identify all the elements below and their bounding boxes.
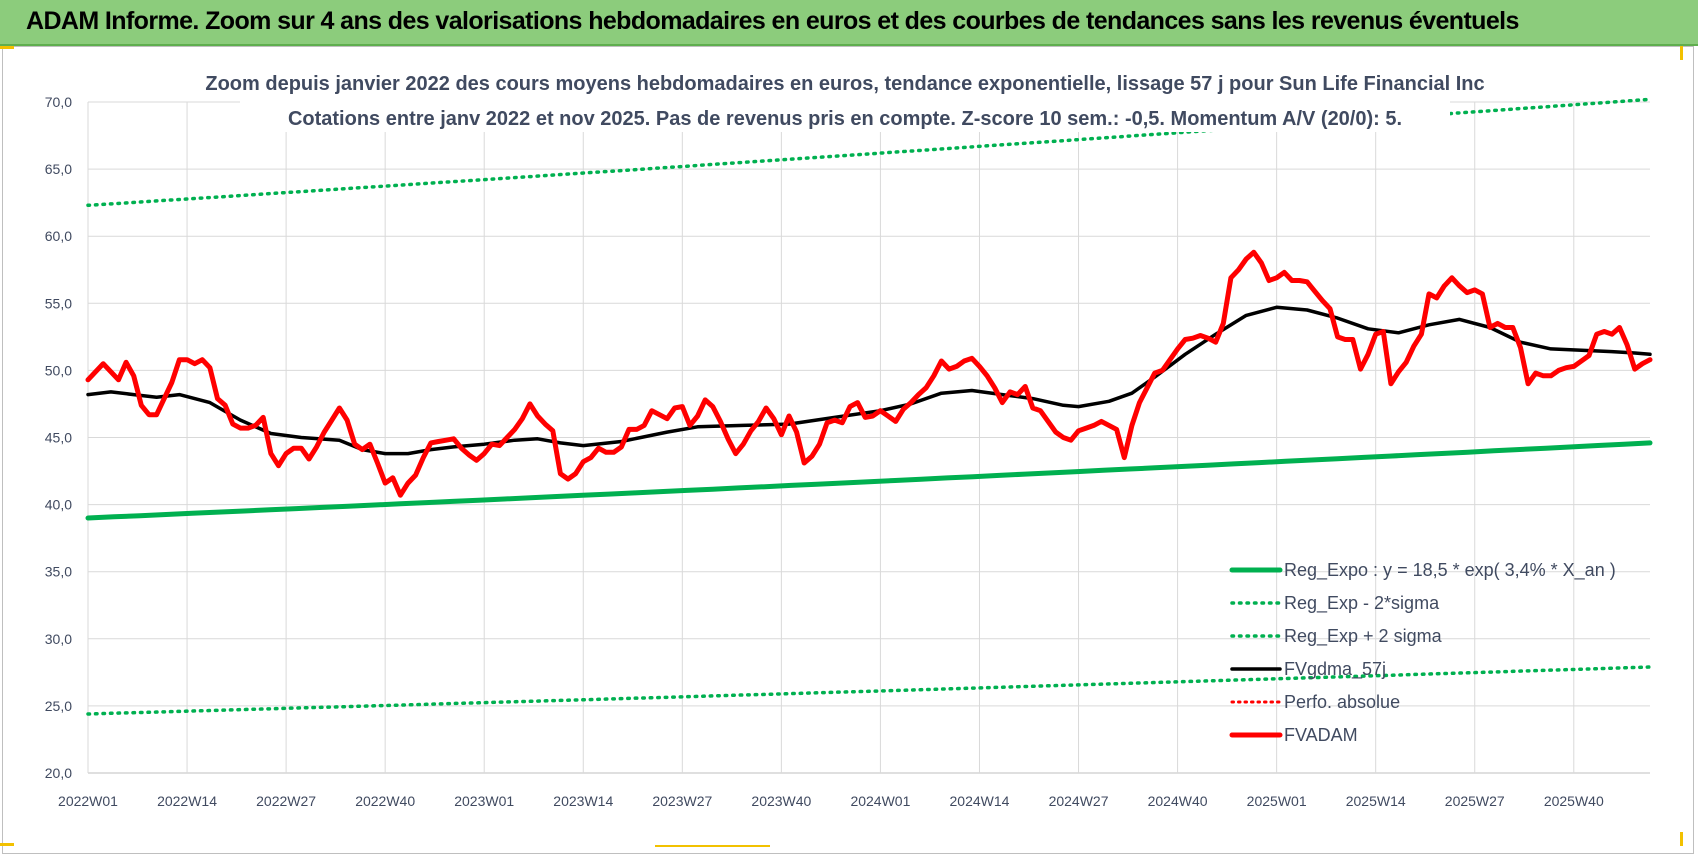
- legend-label: Reg_Exp + 2 sigma: [1284, 626, 1443, 647]
- y-tick-label: 35,0: [45, 564, 72, 580]
- y-tick-label: 20,0: [45, 765, 72, 781]
- y-axis-ticks: 20,0 25,0 30,0 35,0 40,0 45,0 50,0 55,0 60,0 65,0…: [45, 94, 72, 781]
- chart-title: Zoom depuis janvier 2022 des cours moyen…: [205, 73, 1484, 95]
- series-line: [85, 440, 1653, 521]
- x-tick-label: 2023W01: [454, 793, 514, 809]
- x-tick-label: 2024W27: [1049, 793, 1109, 809]
- y-tick-label: 50,0: [45, 362, 72, 378]
- legend-label: Reg_Expo : y = 18,5 * exp( 3,4% * X_an ): [1284, 560, 1616, 581]
- chart-subtitle: Cotations entre janv 2022 et nov 2025. P…: [288, 108, 1402, 130]
- x-tick-label: 2022W01: [58, 793, 118, 809]
- x-tick-label: 2023W27: [652, 793, 712, 809]
- corner-mark: [655, 845, 770, 847]
- gridlines: [87, 101, 1650, 774]
- y-tick-label: 70,0: [45, 94, 72, 110]
- y-tick-label: 30,0: [45, 631, 72, 647]
- x-tick-label: 2024W01: [850, 793, 910, 809]
- x-tick-label: 2025W01: [1247, 793, 1307, 809]
- y-tick-label: 55,0: [45, 295, 72, 311]
- corner-mark: [1680, 46, 1683, 60]
- corner-mark: [0, 843, 14, 846]
- corner-mark: [0, 46, 14, 49]
- x-axis-ticks: 2022W01 2022W14 2022W27 2022W40 2023W01 2023W…: [58, 793, 1604, 809]
- report-banner: ADAM Informe. Zoom sur 4 ans des valoris…: [0, 0, 1698, 46]
- legend-label: FVgdma_57j: [1284, 659, 1386, 680]
- x-tick-label: 2024W14: [950, 793, 1010, 809]
- corner-mark: [1680, 832, 1683, 846]
- y-tick-label: 25,0: [45, 698, 72, 714]
- series-line: [86, 665, 1652, 716]
- legend: Reg_Expo : y = 18,5 * exp( 3,4% * X_an )…: [1229, 560, 1616, 745]
- series: [85, 97, 1653, 716]
- series-line: [85, 249, 1653, 498]
- legend-label: Perfo. absolue: [1284, 692, 1400, 712]
- report-banner-title: ADAM Informe. Zoom sur 4 ans des valoris…: [26, 7, 1519, 35]
- y-tick-label: 60,0: [45, 228, 72, 244]
- x-tick-label: 2023W40: [751, 793, 811, 809]
- y-tick-label: 45,0: [45, 430, 72, 446]
- x-tick-label: 2024W40: [1148, 793, 1208, 809]
- legend-label: FVADAM: [1284, 725, 1358, 745]
- y-tick-label: 40,0: [45, 497, 72, 513]
- y-tick-label: 65,0: [45, 161, 72, 177]
- chart-frame: [2, 46, 1694, 854]
- title-background: [240, 62, 1450, 132]
- x-tick-label: 2025W40: [1544, 793, 1604, 809]
- x-tick-label: 2022W27: [256, 793, 316, 809]
- chart-titles: Zoom depuis janvier 2022 des cours moyen…: [205, 62, 1485, 132]
- x-tick-label: 2025W14: [1346, 793, 1406, 809]
- x-tick-label: 2022W40: [355, 793, 415, 809]
- x-tick-label: 2022W14: [157, 793, 217, 809]
- x-tick-label: 2025W27: [1445, 793, 1505, 809]
- legend-label: Reg_Exp - 2*sigma: [1284, 593, 1440, 614]
- series-line: [86, 305, 1652, 456]
- x-tick-label: 2023W14: [553, 793, 613, 809]
